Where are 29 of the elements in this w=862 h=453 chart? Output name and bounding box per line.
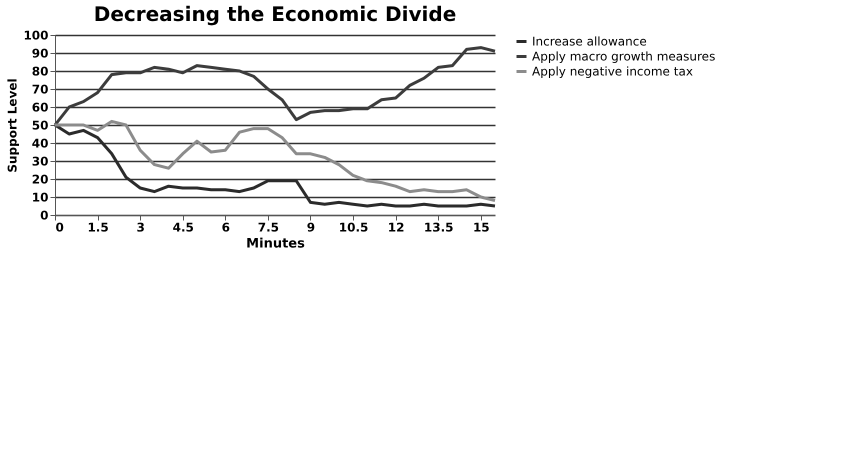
chart-title: Decreasing the Economic Divide: [94, 2, 456, 26]
y-tick-label: 50: [32, 118, 48, 132]
y-tick-label: 10: [32, 190, 48, 204]
x-tick-label: 1.5: [87, 220, 109, 234]
y-tick-label: 70: [32, 82, 48, 96]
x-tick-label: 7.5: [258, 220, 280, 234]
y-tick-label: 100: [23, 28, 48, 42]
x-tick-label: 6: [222, 220, 230, 234]
x-tick-label: 15: [472, 220, 490, 234]
x-tick-label: 10.5: [338, 220, 368, 234]
x-tick-label: 9: [306, 220, 316, 234]
x-tick-label: 12: [388, 220, 404, 234]
x-tick-label: 3: [136, 220, 145, 234]
y-tick-label: 60: [32, 100, 48, 114]
y-tick-label: 0: [40, 208, 48, 222]
y-tick-label: 20: [32, 172, 48, 186]
x-axis-title: Minutes: [246, 236, 306, 252]
y-axis-title: Support Level: [5, 78, 20, 173]
y-tick-label: 80: [32, 64, 48, 78]
y-tick-label: 30: [32, 154, 48, 168]
legend-label: Increase allowance: [532, 34, 647, 48]
x-tick-label: 0: [56, 220, 64, 234]
y-tick-label: 90: [32, 46, 48, 60]
x-tick-label: 13.5: [424, 220, 454, 234]
legend-label: Apply negative income tax: [532, 64, 693, 78]
y-tick-label: 40: [32, 136, 48, 150]
line-series: [54, 46, 496, 126]
x-tick-label: 4.5: [172, 220, 194, 234]
legend-label: Apply macro growth measures: [532, 50, 716, 64]
